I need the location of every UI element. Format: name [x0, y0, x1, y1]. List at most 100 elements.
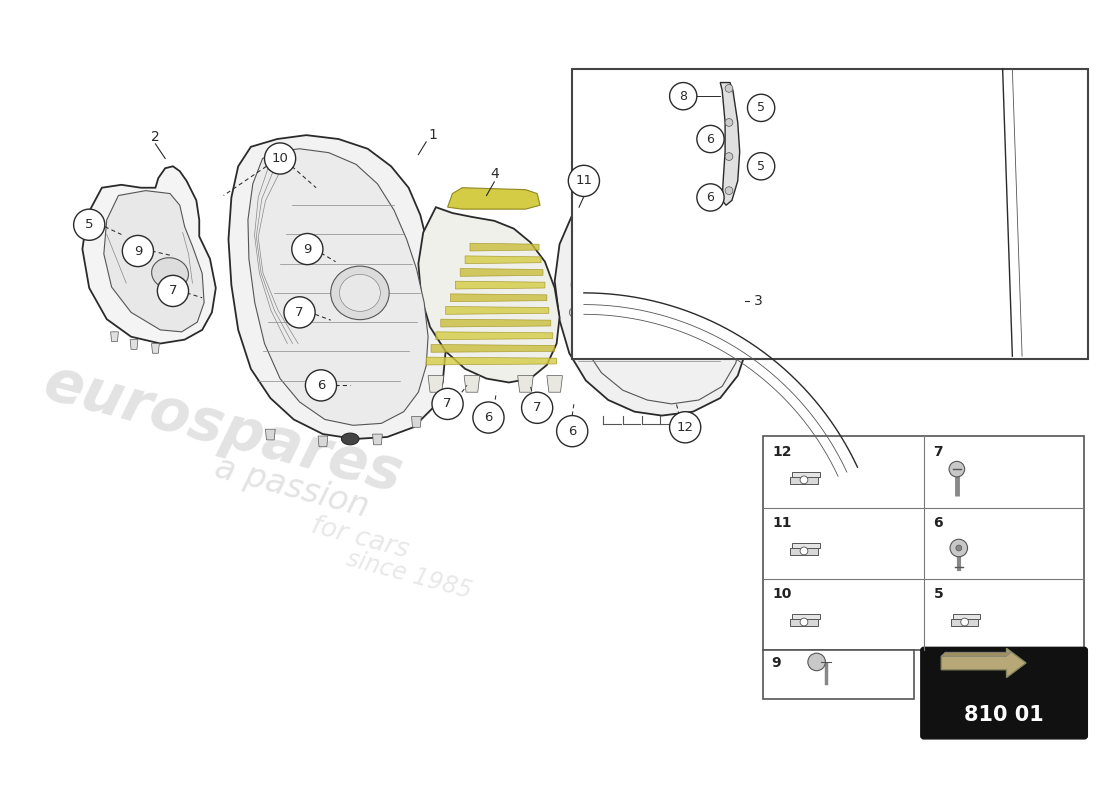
- Text: since 1985: since 1985: [343, 547, 474, 603]
- Circle shape: [800, 476, 807, 484]
- Polygon shape: [451, 294, 547, 302]
- Text: 8: 8: [679, 90, 688, 102]
- Text: 1: 1: [429, 128, 438, 142]
- Circle shape: [800, 547, 807, 555]
- Polygon shape: [455, 281, 544, 289]
- Ellipse shape: [152, 258, 188, 289]
- Polygon shape: [103, 190, 205, 332]
- Polygon shape: [436, 332, 552, 340]
- Ellipse shape: [341, 433, 359, 445]
- Polygon shape: [952, 619, 978, 626]
- Circle shape: [697, 126, 724, 153]
- Polygon shape: [446, 306, 549, 314]
- Circle shape: [725, 118, 733, 126]
- Polygon shape: [411, 417, 421, 427]
- Text: 5: 5: [85, 218, 94, 231]
- Circle shape: [157, 275, 188, 306]
- Text: 5: 5: [934, 587, 943, 601]
- Text: 12: 12: [773, 445, 792, 458]
- FancyBboxPatch shape: [763, 436, 1085, 650]
- Text: 9: 9: [134, 245, 142, 258]
- Polygon shape: [792, 614, 820, 619]
- Text: 12: 12: [676, 421, 694, 434]
- Text: 6: 6: [568, 425, 576, 438]
- Text: 11: 11: [773, 516, 792, 530]
- Circle shape: [800, 618, 807, 626]
- Polygon shape: [152, 343, 160, 354]
- Polygon shape: [418, 207, 560, 382]
- Text: 7: 7: [295, 306, 304, 319]
- Circle shape: [432, 388, 463, 419]
- Polygon shape: [547, 376, 562, 392]
- Circle shape: [960, 618, 968, 626]
- Circle shape: [727, 337, 737, 346]
- Polygon shape: [111, 332, 119, 342]
- Circle shape: [473, 402, 504, 433]
- Polygon shape: [130, 340, 138, 350]
- Circle shape: [521, 392, 552, 423]
- Text: eurospares: eurospares: [39, 354, 409, 505]
- Text: for cars: for cars: [308, 513, 411, 564]
- Polygon shape: [229, 135, 446, 439]
- Circle shape: [697, 184, 724, 211]
- Text: 6: 6: [934, 516, 943, 530]
- Circle shape: [725, 85, 733, 92]
- Polygon shape: [518, 376, 534, 392]
- Polygon shape: [460, 269, 543, 276]
- Circle shape: [569, 166, 600, 197]
- Polygon shape: [448, 188, 540, 209]
- Circle shape: [122, 235, 154, 266]
- Text: 6: 6: [706, 191, 714, 204]
- FancyBboxPatch shape: [763, 650, 914, 699]
- Circle shape: [725, 153, 733, 161]
- Text: 9: 9: [304, 242, 311, 255]
- Circle shape: [807, 653, 825, 670]
- Circle shape: [670, 412, 701, 443]
- Polygon shape: [426, 357, 557, 365]
- Text: 7: 7: [532, 402, 541, 414]
- Polygon shape: [431, 345, 554, 352]
- Polygon shape: [441, 319, 551, 327]
- Circle shape: [264, 143, 296, 174]
- Ellipse shape: [331, 266, 389, 320]
- FancyBboxPatch shape: [572, 69, 1088, 359]
- Text: 4: 4: [490, 167, 498, 181]
- Polygon shape: [318, 436, 328, 446]
- Text: 3: 3: [755, 294, 763, 308]
- Text: 6: 6: [484, 411, 493, 424]
- Circle shape: [74, 209, 104, 240]
- Polygon shape: [465, 256, 541, 264]
- Circle shape: [306, 370, 337, 401]
- Circle shape: [670, 82, 697, 110]
- Polygon shape: [790, 477, 817, 484]
- Circle shape: [284, 297, 315, 328]
- Text: 7: 7: [934, 445, 943, 458]
- Polygon shape: [953, 614, 980, 619]
- Circle shape: [748, 94, 774, 122]
- Polygon shape: [248, 149, 428, 426]
- Text: 7: 7: [443, 398, 452, 410]
- Circle shape: [570, 307, 579, 318]
- Text: 5: 5: [757, 102, 766, 114]
- Text: 7: 7: [168, 285, 177, 298]
- Text: 10: 10: [272, 152, 288, 165]
- Text: 810 01: 810 01: [964, 705, 1044, 725]
- Circle shape: [748, 153, 774, 180]
- Polygon shape: [790, 619, 817, 626]
- Circle shape: [949, 462, 965, 477]
- Text: 2: 2: [151, 130, 160, 144]
- Polygon shape: [428, 376, 443, 392]
- Polygon shape: [790, 548, 817, 555]
- FancyBboxPatch shape: [921, 647, 1087, 739]
- Circle shape: [950, 539, 968, 557]
- Circle shape: [956, 545, 961, 551]
- Polygon shape: [373, 434, 383, 445]
- Polygon shape: [720, 82, 739, 206]
- Text: 10: 10: [773, 587, 792, 601]
- Ellipse shape: [340, 274, 381, 311]
- Text: a passion: a passion: [211, 451, 373, 524]
- Polygon shape: [792, 543, 820, 548]
- Polygon shape: [554, 207, 748, 415]
- Circle shape: [725, 186, 733, 194]
- Text: 5: 5: [757, 160, 766, 173]
